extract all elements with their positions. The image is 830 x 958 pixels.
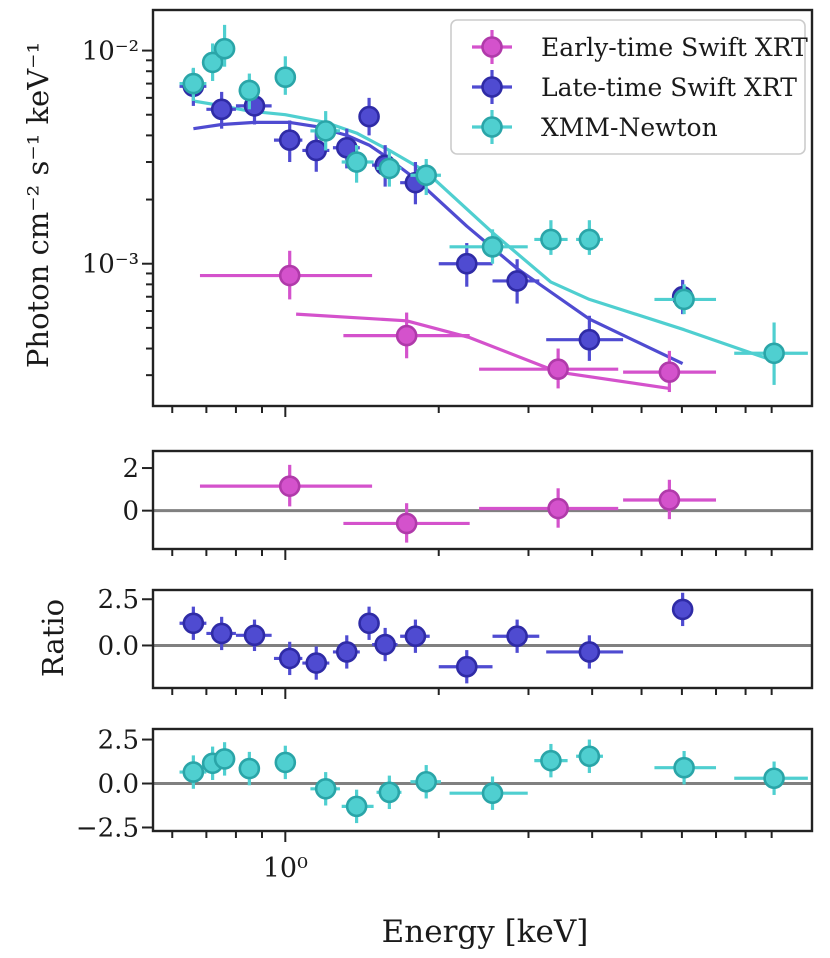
data-point <box>278 475 301 497</box>
data-point <box>345 151 368 173</box>
axes-frame <box>151 727 814 833</box>
data-point <box>455 252 478 275</box>
data-point <box>243 624 266 647</box>
x-axis-label: Energy [keV] <box>382 914 589 950</box>
x-tick-label: 10⁰ <box>263 853 308 884</box>
data-point <box>238 757 261 780</box>
data-point <box>547 497 569 520</box>
data-point <box>578 228 601 251</box>
data-point <box>314 120 337 142</box>
data-point <box>182 72 205 95</box>
axes-frame <box>151 449 814 551</box>
legend-marker <box>481 36 503 58</box>
data-point <box>506 625 528 648</box>
data-point <box>278 129 301 151</box>
data-point <box>481 782 504 804</box>
y-tick-label: 2 <box>122 454 139 484</box>
data-point <box>547 358 569 380</box>
legend-entry: XMM-Newton <box>472 110 718 144</box>
panel-ratio-late: 2.5 0.0 <box>98 585 814 699</box>
legend-label: Early-time Swift XRT <box>541 33 808 62</box>
data-point <box>378 157 401 180</box>
y-tick-label: 0.0 <box>98 770 139 800</box>
data-point <box>305 652 328 674</box>
plot-root: 10⁻²10⁻³202.50.02.50.0−2.510⁰Early-time … <box>76 8 814 884</box>
data-point <box>238 79 261 102</box>
y-tick-label: 0.0 <box>98 631 139 661</box>
model-line <box>193 120 684 366</box>
data-point <box>358 105 380 128</box>
panel-ratio-early: 20 <box>122 449 814 560</box>
y-axis-label-spectrum: Photon cm⁻² s⁻¹ keV⁻¹ <box>21 42 55 368</box>
data-point <box>374 633 396 656</box>
data-point <box>335 641 358 663</box>
data-point <box>278 647 301 670</box>
data-point <box>210 98 233 121</box>
legend: Early-time Swift XRT Late-time Swift XRT X… <box>450 19 808 155</box>
data-point <box>305 139 328 162</box>
legend-entry: Late-time Swift XRT <box>472 70 797 104</box>
data-point <box>378 781 401 804</box>
data-point <box>658 361 681 383</box>
data-point <box>404 625 427 648</box>
panel-spectrum: 10⁻² 10⁻³ <box>82 8 814 417</box>
data-point <box>540 749 562 772</box>
data-point <box>673 288 695 311</box>
axes-frame <box>151 588 814 690</box>
data-point <box>213 37 236 60</box>
data-point <box>481 236 504 258</box>
data-point <box>578 328 601 351</box>
data-point <box>358 612 380 635</box>
legend-label: Late-time Swift XRT <box>541 73 797 102</box>
data-point <box>506 270 528 292</box>
data-point <box>201 51 224 74</box>
data-point <box>395 512 418 535</box>
y-axis-label-ratio: Ratio <box>36 599 70 677</box>
legend-marker <box>481 116 503 138</box>
legend-entry: Early-time Swift XRT <box>472 30 808 64</box>
model-line <box>296 312 670 390</box>
y-tick-label: 0 <box>122 497 139 527</box>
data-point <box>673 756 695 779</box>
data-point <box>763 342 785 365</box>
data-point <box>578 641 601 663</box>
data-point <box>182 612 205 635</box>
data-point <box>314 777 337 800</box>
data-point <box>345 795 368 818</box>
data-point <box>210 622 233 645</box>
legend-frame <box>450 19 806 155</box>
data-point <box>578 745 601 768</box>
y-tick-label: 2.5 <box>98 585 139 615</box>
y-tick-label: −2.5 <box>76 813 139 843</box>
y-tick-label: 10⁻² <box>82 37 139 67</box>
data-point <box>278 264 301 287</box>
data-point <box>274 66 297 88</box>
data-point <box>763 767 785 790</box>
data-point <box>658 489 681 511</box>
data-point <box>182 761 205 783</box>
data-point <box>415 770 438 793</box>
data-point <box>540 228 562 251</box>
data-point <box>455 655 478 678</box>
data-point <box>213 748 236 770</box>
data-point <box>671 598 694 621</box>
panel-ratio-xmm: 2.5 0.0 −2.5 <box>76 726 814 843</box>
data-point <box>415 164 438 187</box>
legend-marker <box>481 76 503 98</box>
y-tick-label: 10⁻³ <box>82 250 139 280</box>
axes-frame <box>151 8 814 408</box>
data-point <box>274 751 297 774</box>
legend-label: XMM-Newton <box>541 113 718 142</box>
y-tick-label: 2.5 <box>98 726 139 756</box>
data-point <box>395 324 418 347</box>
